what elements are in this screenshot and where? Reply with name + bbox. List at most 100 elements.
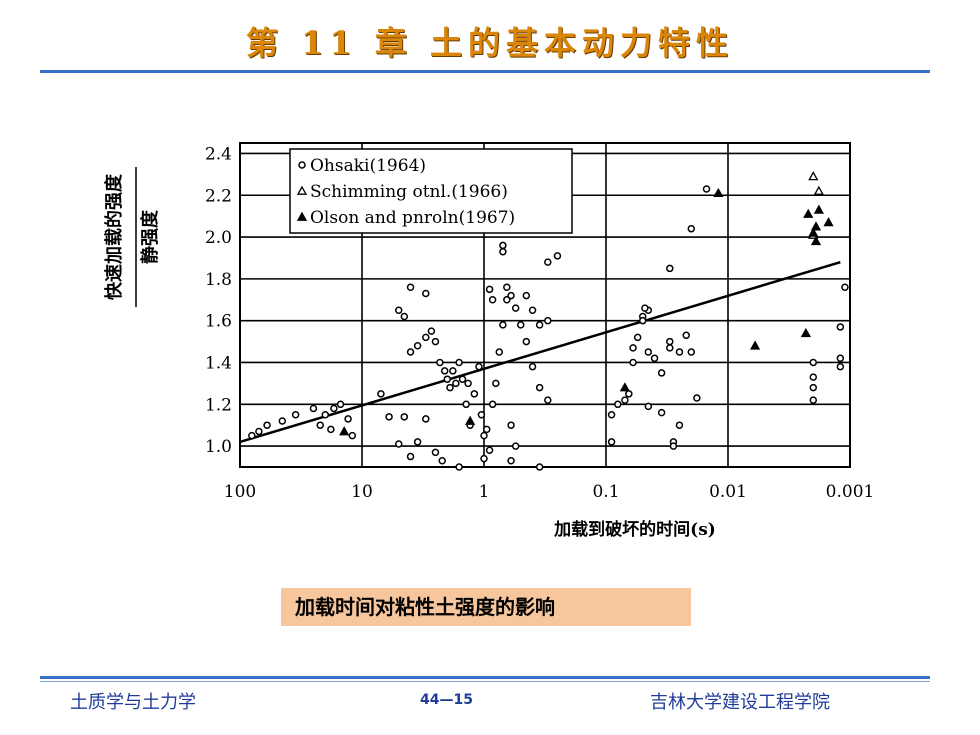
data-point-series-1: [666, 337, 674, 346]
y-tick-label: 2.0: [205, 228, 232, 248]
data-point-series-1: [449, 367, 457, 375]
data-point-series-1: [488, 296, 497, 304]
data-point-series-1: [507, 291, 515, 300]
y-tick-label: 1.4: [205, 353, 232, 373]
footer-page-number: 44—15: [420, 692, 473, 708]
legend-marker: [296, 185, 308, 195]
data-point-series-1: [657, 369, 666, 377]
data-point-series-3: [810, 235, 822, 246]
data-point-series-1: [535, 463, 544, 471]
data-point-series-3: [823, 217, 834, 227]
figure-caption: 加载时间对粘性土强度的影响: [281, 588, 691, 626]
data-point-series-1: [427, 327, 436, 335]
data-point-series-1: [809, 373, 818, 381]
data-point-series-1: [327, 425, 335, 434]
data-point-series-1: [629, 344, 637, 352]
x-axis-label: 加载到破坏的时间(s): [553, 519, 716, 540]
data-point-series-1: [544, 396, 552, 404]
data-point-series-1: [446, 383, 454, 392]
data-point-series-3: [339, 426, 350, 436]
data-point-series-1: [470, 390, 479, 398]
legend-entry: Schimming otnl.(1966): [310, 182, 508, 202]
data-point-series-1: [422, 333, 430, 342]
data-point-series-1: [422, 415, 430, 423]
data-point-series-1: [644, 402, 653, 411]
data-point-series-1: [669, 442, 678, 450]
data-point-series-1: [394, 306, 403, 314]
data-point-series-1: [544, 316, 552, 325]
data-point-series-1: [477, 410, 486, 419]
y-axis-label-numerator: 快速加载的强度: [103, 173, 125, 300]
data-point-series-1: [511, 304, 520, 312]
data-point-series-1: [511, 442, 520, 450]
data-point-series-1: [535, 383, 544, 392]
data-point-series-1: [507, 456, 515, 465]
data-point-series-1: [336, 400, 345, 409]
data-point-series-1: [400, 413, 409, 421]
data-point-series-1: [452, 379, 460, 388]
data-point-series-1: [330, 404, 338, 413]
data-point-series-1: [836, 323, 845, 331]
y-tick-label: 1.8: [205, 270, 232, 290]
footer-institution: 吉林大学建设工程学院: [650, 692, 830, 713]
data-point-series-3: [800, 327, 811, 338]
data-point-series-1: [485, 285, 494, 294]
data-point-series-1: [278, 417, 287, 425]
x-tick-label: 1: [479, 482, 490, 502]
data-point-series-2: [808, 171, 819, 181]
data-point-series-1: [644, 348, 653, 356]
y-axis-label: 快速加载的强度 静强度: [103, 167, 161, 307]
x-tick-label: 0.01: [709, 482, 747, 502]
y-axis-label-denominator: 静强度: [139, 209, 161, 264]
data-marks: [239, 171, 849, 471]
y-tick-label: 1.0: [205, 437, 232, 457]
data-point-series-1: [480, 454, 488, 463]
data-point-series-1: [522, 337, 531, 346]
data-point-series-1: [422, 289, 430, 298]
data-point-series-1: [625, 390, 633, 398]
data-point-series-1: [480, 431, 488, 440]
data-point-series-1: [809, 396, 818, 404]
data-point-series-1: [462, 400, 470, 409]
data-point-series-1: [321, 410, 330, 419]
data-point-series-1: [431, 448, 440, 457]
data-point-series-1: [499, 247, 507, 256]
data-point-series-1: [455, 463, 463, 471]
data-point-series-1: [440, 367, 449, 375]
x-tick-label: 0.1: [592, 482, 619, 502]
data-point-series-1: [836, 362, 845, 371]
axis-ticks: 1.0 1.2 1.4 1.6 1.8 2.0 2.2 2.4 100 10 1 0.1 0.01 0.0…: [205, 144, 874, 502]
data-point-series-1: [348, 431, 357, 440]
data-point-series-1: [438, 456, 446, 465]
data-point-series-1: [687, 224, 696, 233]
data-point-series-1: [394, 440, 403, 448]
data-point-series-1: [666, 344, 674, 352]
data-point-series-1: [455, 358, 463, 367]
data-point-series-3: [810, 221, 822, 231]
data-point-series-1: [443, 375, 452, 383]
footer-divider: [40, 676, 930, 679]
data-point-series-1: [316, 421, 324, 429]
y-tick-label: 2.4: [205, 144, 232, 164]
data-point-series-1: [657, 408, 666, 417]
data-point-series-1: [406, 452, 415, 461]
data-point-series-2: [813, 185, 824, 195]
data-point-series-1: [641, 304, 649, 312]
data-point-series-1: [544, 258, 552, 266]
x-tick-label: 10: [351, 482, 373, 502]
data-point-series-1: [522, 291, 531, 300]
data-point-series-1: [503, 296, 511, 304]
data-point-series-1: [650, 354, 659, 363]
data-point-series-1: [263, 421, 271, 429]
data-point-series-1: [464, 379, 472, 388]
data-point-series-1: [693, 394, 701, 402]
data-point-series-1: [503, 283, 511, 291]
footer-course-name: 土质学与土力学: [70, 692, 196, 713]
y-tick-label: 1.2: [205, 395, 232, 415]
data-point-series-1: [516, 321, 525, 329]
data-point-series-1: [406, 348, 415, 356]
data-point-series-1: [836, 354, 845, 363]
data-point-series-1: [607, 438, 616, 446]
data-point-series-1: [507, 421, 515, 429]
